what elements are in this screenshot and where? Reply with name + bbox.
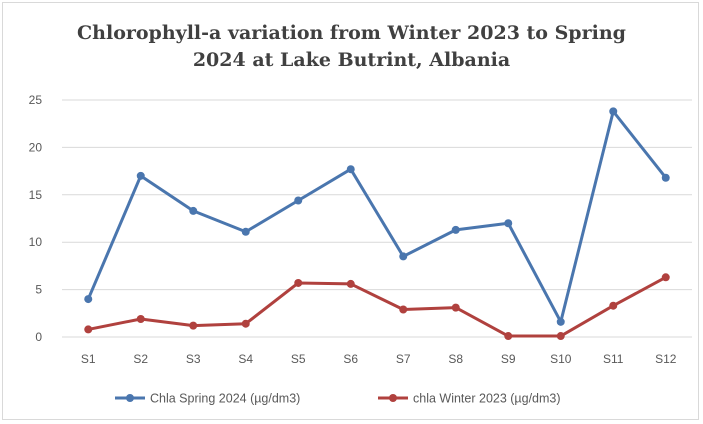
- x-tick-label: S6: [343, 352, 358, 366]
- data-point: [504, 332, 513, 341]
- series-lines: [84, 107, 670, 341]
- y-tick-label: 15: [29, 188, 43, 202]
- x-tick-label: S9: [501, 352, 516, 366]
- data-point: [399, 252, 408, 261]
- legend: Chla Spring 2024 (µg/dm3) chla Winter 202…: [115, 392, 561, 406]
- data-point: [294, 196, 303, 205]
- data-point: [609, 301, 618, 310]
- y-tick-label: 10: [29, 235, 43, 249]
- x-tick-label: S3: [186, 352, 201, 366]
- series-line: [86, 275, 668, 338]
- data-point: [556, 317, 565, 326]
- chart-title-line-2: 2024 at Lake Butrint, Albania: [192, 49, 511, 71]
- legend-label: Chla Spring 2024 (µg/dm3): [150, 392, 300, 406]
- data-point: [556, 332, 565, 341]
- data-point: [84, 295, 93, 304]
- data-point: [451, 225, 460, 234]
- series-2: [84, 273, 670, 341]
- y-tick-label: 0: [35, 330, 42, 344]
- x-tick-label: S8: [448, 352, 463, 366]
- series-line: [86, 109, 668, 324]
- x-tick-label: S5: [291, 352, 306, 366]
- data-point: [346, 165, 355, 174]
- data-point: [136, 171, 145, 180]
- data-point: [451, 303, 460, 312]
- data-point: [241, 319, 250, 328]
- x-axis-tick-labels: S1 S2 S3 S4 S5 S6 S7 S8 S9 S10 S11 S12: [81, 352, 677, 366]
- x-tick-label: S12: [655, 352, 677, 366]
- chart-frame: [2, 2, 699, 420]
- data-point: [399, 305, 408, 314]
- x-tick-label: S11: [603, 352, 624, 366]
- data-point: [661, 173, 670, 182]
- legend-item: chla Winter 2023 (µg/dm3): [378, 392, 561, 406]
- data-point: [661, 273, 670, 282]
- data-point: [294, 278, 303, 287]
- y-axis-tick-labels: 0 5 10 15 20 25: [29, 93, 43, 344]
- y-tick-label: 20: [29, 140, 43, 154]
- data-point: [136, 314, 145, 323]
- x-tick-label: S2: [133, 352, 148, 366]
- x-tick-label: S1: [81, 352, 96, 366]
- data-point: [84, 325, 93, 334]
- data-point: [189, 206, 198, 215]
- x-tick-label: S7: [396, 352, 411, 366]
- x-tick-label: S4: [238, 352, 253, 366]
- y-tick-label: 25: [29, 93, 43, 107]
- x-tick-label: S10: [550, 352, 572, 366]
- legend-marker: [126, 394, 134, 402]
- data-point: [346, 279, 355, 288]
- legend-label: chla Winter 2023 (µg/dm3): [413, 392, 561, 406]
- chart-title-line-1: Chlorophyll-a variation from Winter 2023…: [77, 22, 626, 44]
- gridlines: [62, 99, 692, 338]
- data-point: [241, 227, 250, 236]
- data-point: [189, 321, 198, 330]
- legend-item: Chla Spring 2024 (µg/dm3): [115, 392, 300, 406]
- legend-marker: [389, 394, 397, 402]
- data-point: [609, 107, 618, 116]
- data-point: [504, 219, 513, 228]
- chart-title: Chlorophyll-a variation from Winter 2023…: [0, 20, 703, 74]
- series-1: [84, 107, 670, 326]
- y-tick-label: 5: [35, 283, 42, 297]
